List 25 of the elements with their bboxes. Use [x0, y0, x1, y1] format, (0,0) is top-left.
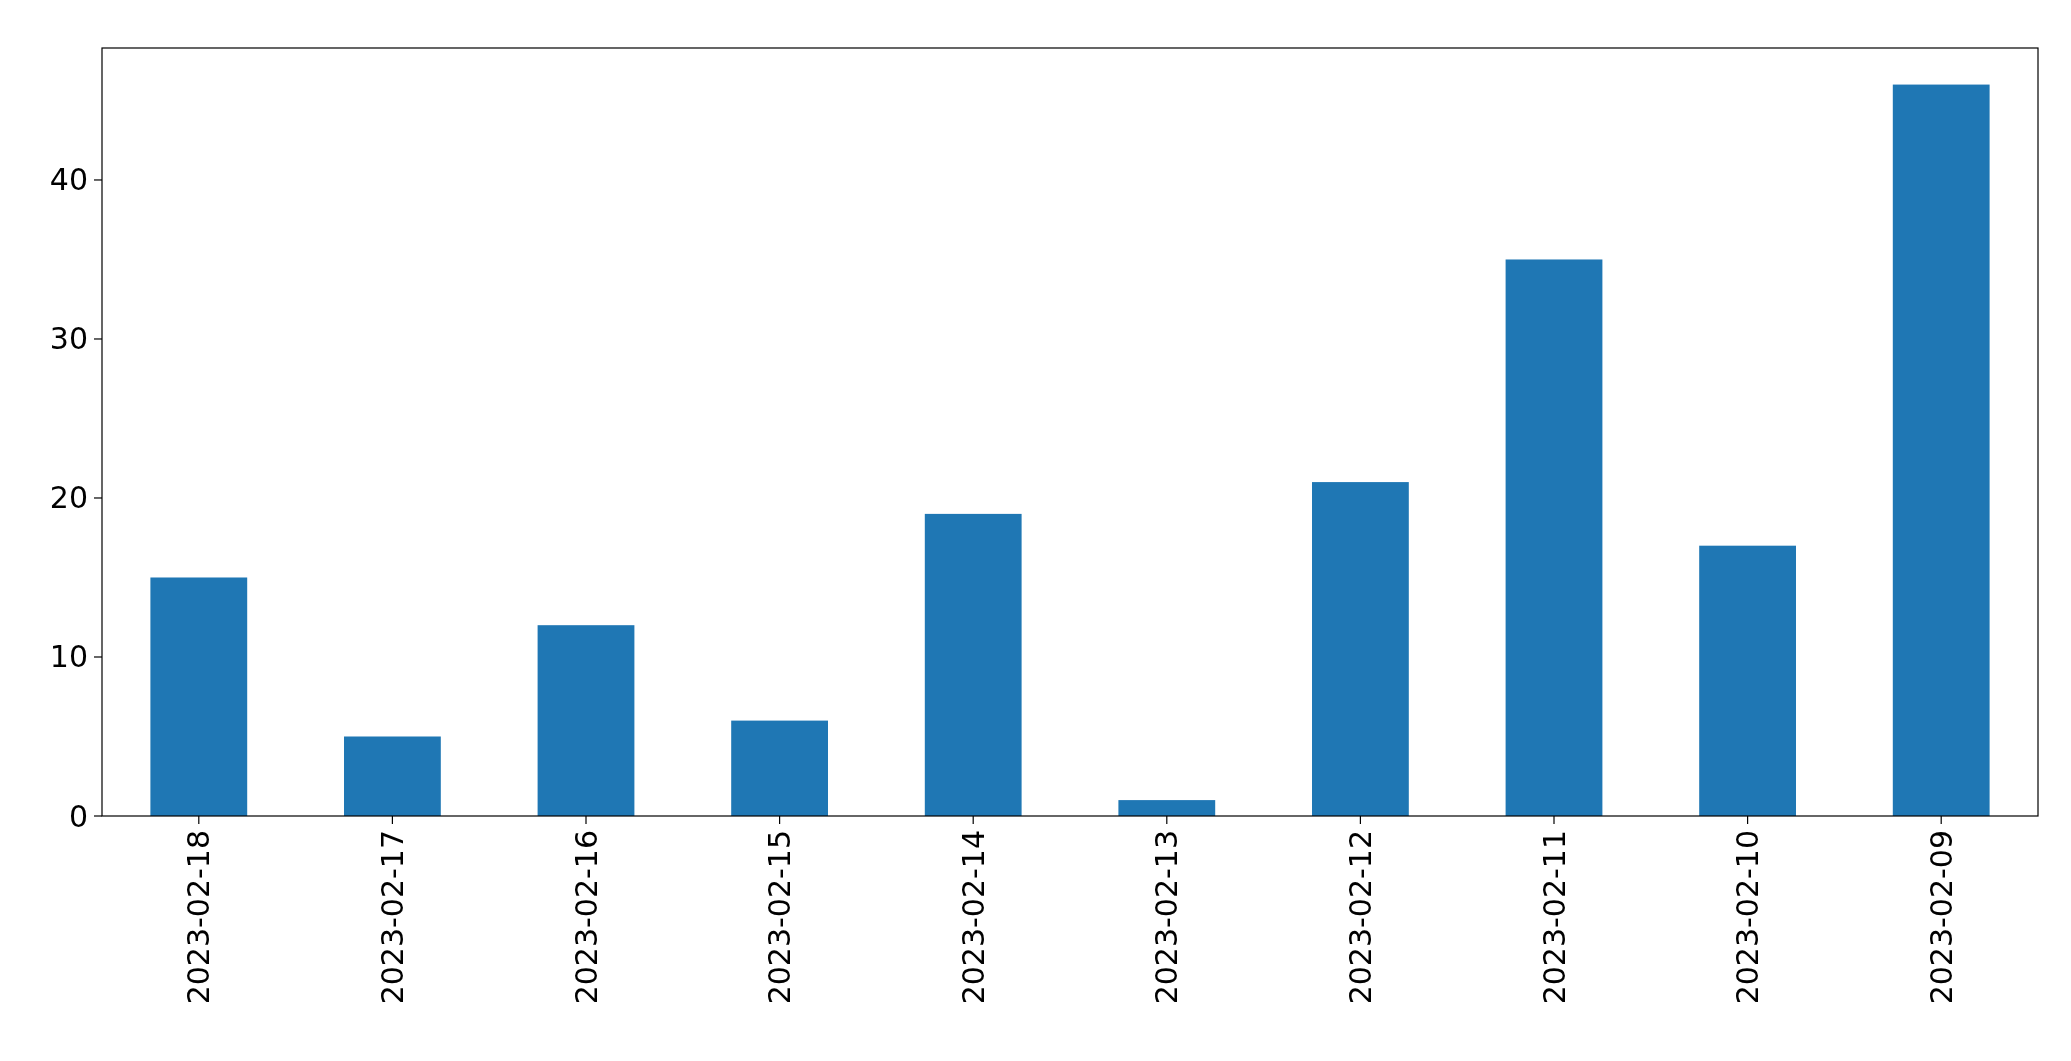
- x-tick-label: 2023-02-10: [1730, 830, 1766, 1005]
- x-tick-label: 2023-02-12: [1342, 830, 1378, 1005]
- bar: [150, 577, 248, 816]
- bar: [924, 513, 1022, 816]
- x-tick-label: 2023-02-13: [1149, 830, 1185, 1005]
- y-tick-label: 0: [68, 798, 88, 834]
- y-tick-label: 20: [49, 480, 88, 516]
- y-tick-label: 10: [49, 639, 88, 675]
- bar: [1505, 259, 1603, 816]
- bar: [1699, 545, 1796, 816]
- x-tick-label: 2023-02-18: [181, 830, 217, 1005]
- y-tick-label: 30: [49, 321, 88, 357]
- bar: [1892, 84, 1990, 816]
- x-tick-label: 2023-02-14: [955, 830, 991, 1005]
- x-tick-label: 2023-02-15: [762, 830, 798, 1005]
- x-tick-label: 2023-02-17: [374, 830, 410, 1005]
- bar: [1312, 482, 1409, 816]
- y-tick-label: 40: [49, 162, 88, 198]
- bar: [537, 625, 635, 816]
- x-tick-label: 2023-02-16: [568, 830, 604, 1005]
- bar: [344, 736, 441, 816]
- bar: [731, 720, 828, 816]
- x-tick-label: 2023-02-09: [1923, 830, 1959, 1005]
- x-tick-label: 2023-02-11: [1536, 830, 1572, 1005]
- bar: [1118, 800, 1216, 816]
